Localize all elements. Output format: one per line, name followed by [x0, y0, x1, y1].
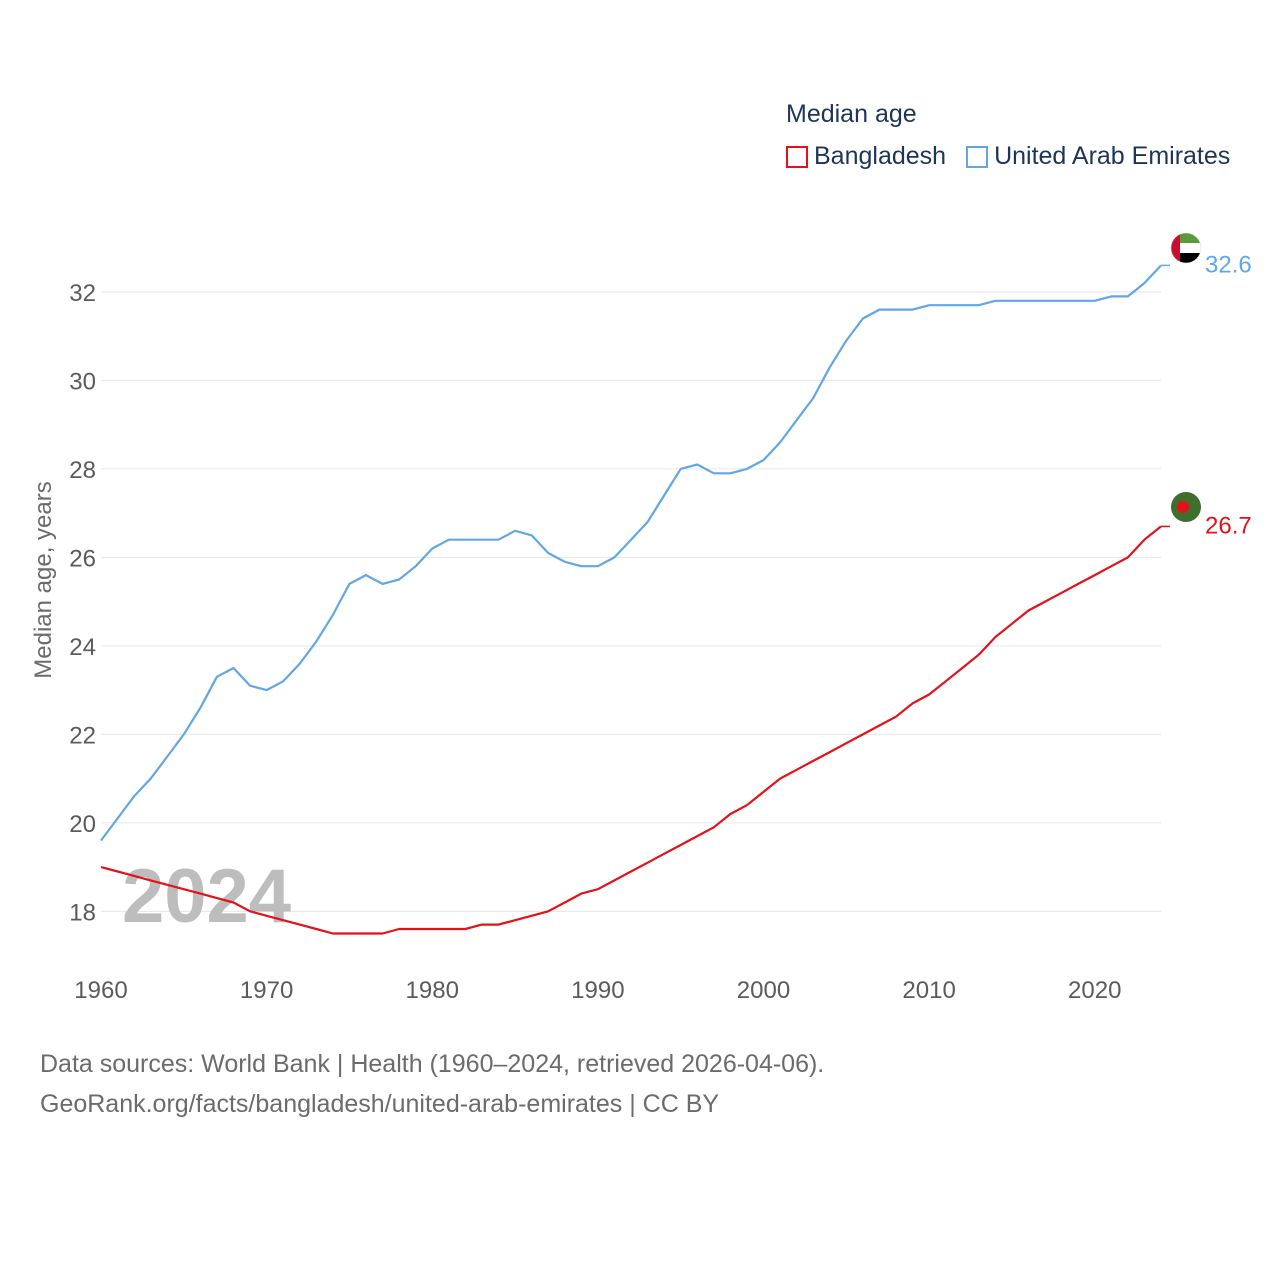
legend-label-bangladesh: Bangladesh: [814, 142, 947, 170]
y-tick-label: 32: [69, 280, 96, 307]
y-tick-label: 26: [69, 545, 96, 572]
series-lines: [100, 264, 1170, 935]
legend-title: Median age: [786, 100, 917, 128]
y-tick-label: 30: [69, 368, 96, 395]
end-label-1: 32.6: [1205, 251, 1252, 278]
x-tick-label: 2000: [737, 977, 790, 1004]
legend-label-uae: United Arab Emirates: [994, 142, 1231, 170]
source-line-2[interactable]: GeoRank.org/facts/bangladesh/united-arab…: [40, 1090, 720, 1118]
y-tick-label: 22: [69, 722, 96, 749]
x-tick-label: 1970: [240, 977, 293, 1004]
legend-item-uae[interactable]: United Arab Emirates: [966, 142, 1230, 171]
uae-flag-icon: [1170, 232, 1202, 264]
source-line-1: Data sources: World Bank | Health (1960–…: [40, 1050, 825, 1078]
grid-lines: [101, 291, 1161, 912]
source-note: Data sources: World Bank | Health (1960–…: [40, 1044, 824, 1124]
x-axis-ticks: 1960 1970 1980 1990 2000 2010 2020: [74, 977, 1121, 1004]
flag-markers: [1170, 232, 1202, 522]
y-tick-label: 28: [69, 457, 96, 484]
x-tick-label: 1960: [74, 977, 127, 1004]
legend: Bangladesh United Arab Emirates: [786, 142, 1230, 171]
x-tick-label: 2020: [1068, 977, 1121, 1004]
x-tick-label: 1990: [571, 977, 624, 1004]
y-axis-ticks: 18 20 22 24 26 28 30 32: [69, 280, 96, 926]
year-watermark: 2024: [122, 854, 291, 939]
y-tick-label: 18: [69, 899, 96, 926]
end-label-0: 26.7: [1205, 512, 1252, 539]
legend-item-bangladesh[interactable]: Bangladesh: [786, 142, 946, 171]
series-line-0: [100, 525, 1162, 935]
legend-swatch-uae: [966, 145, 989, 168]
x-tick-label: 2010: [902, 977, 955, 1004]
x-tick-label: 1980: [406, 977, 459, 1004]
bangladesh-flag-icon: [1171, 492, 1201, 522]
end-value-labels: 26.7 32.6: [1205, 251, 1252, 539]
y-tick-label: 20: [69, 811, 96, 838]
legend-swatch-bangladesh: [786, 145, 808, 168]
y-tick-label: 24: [69, 634, 96, 661]
series-line-1: [100, 264, 1162, 842]
y-axis-label: Median age, years: [30, 481, 57, 678]
